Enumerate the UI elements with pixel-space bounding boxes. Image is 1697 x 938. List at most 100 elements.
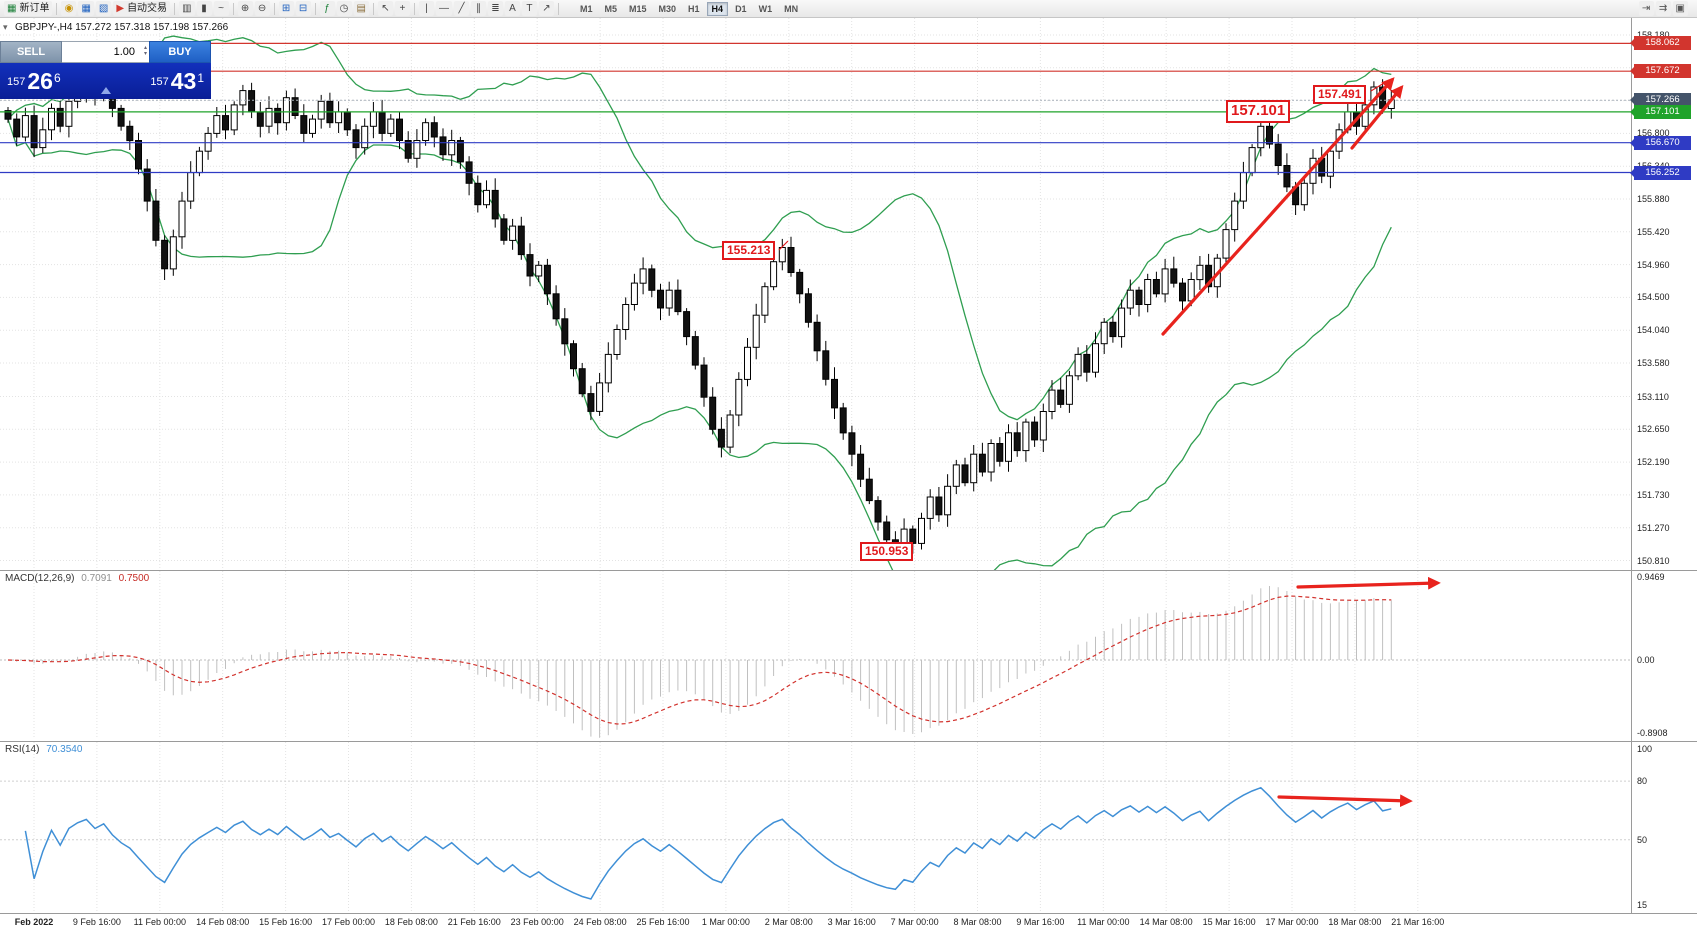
fibonacci-icon[interactable]: ≣ xyxy=(487,1,503,16)
chart-candles-icon[interactable]: ▮ xyxy=(196,1,212,16)
price-tag: 156.252 xyxy=(1630,165,1691,180)
auto-trading-button[interactable]: ▶ 自动交易 xyxy=(113,1,171,16)
toolbar-right-items: ⇥ ⇉ ▣ xyxy=(1638,0,1689,17)
timeframe-m30[interactable]: M30 xyxy=(654,2,682,16)
time-axis-label: 3 Mar 16:00 xyxy=(827,917,876,927)
chart-shift-icon[interactable]: ⇥ xyxy=(1638,1,1654,16)
timeframe-m1[interactable]: M1 xyxy=(575,2,598,16)
cursor-icon: ↖ xyxy=(381,2,390,14)
time-axis-label: 9 Feb 16:00 xyxy=(72,917,121,927)
buy-button[interactable]: BUY xyxy=(149,41,211,63)
cursor-icon[interactable]: ↖ xyxy=(377,1,393,16)
price-axis-tick: 152.650 xyxy=(1637,424,1670,435)
volume-value: 1.00 xyxy=(113,46,135,58)
timeframe-d1[interactable]: D1 xyxy=(730,2,752,16)
price-axis-tick: 153.580 xyxy=(1637,358,1670,368)
zoom-out-icon[interactable]: ⊖ xyxy=(254,1,270,16)
toolbar-separator xyxy=(557,2,559,15)
sell-price[interactable]: 157 26 6 xyxy=(7,67,61,94)
time-axis-label: 1 Mar 00:00 xyxy=(701,917,750,927)
arrows-tool-icon: ↗ xyxy=(542,2,551,14)
macd-name: MACD(12,26,9) xyxy=(5,573,75,584)
channel-icon: ∥ xyxy=(475,2,481,14)
rsi-name: RSI(14) xyxy=(5,744,40,755)
horizontal-line-icon: — xyxy=(438,2,449,14)
price-annotation[interactable]: 150.953 xyxy=(860,542,914,562)
price-axis-tick: 155.880 xyxy=(1637,194,1670,204)
channel-icon[interactable]: ∥ xyxy=(470,1,486,16)
spinner-up-icon[interactable]: ▴ xyxy=(143,45,147,51)
new-order-button[interactable]: ▦ 新订单 xyxy=(4,1,53,16)
crosshair-icon[interactable]: + xyxy=(394,1,410,16)
trend-arrows[interactable] xyxy=(1161,77,1441,808)
new-window-icon[interactable]: ▣ xyxy=(1672,1,1688,16)
tile-windows-icon: ⊞ xyxy=(281,2,291,14)
rsi-axis-label: 50 xyxy=(1637,834,1648,845)
new-order-button: ▦ xyxy=(7,2,17,14)
indicators-icon: ƒ xyxy=(324,2,330,14)
zoom-in-icon[interactable]: ⊕ xyxy=(237,1,253,16)
one-click-toggle-icon[interactable]: ▾ xyxy=(3,22,8,32)
buy-price-prefix: 157 xyxy=(150,76,169,89)
macd-main-value: 0.7091 xyxy=(81,573,112,584)
horizontal-line-icon[interactable]: — xyxy=(435,1,452,16)
price-axis-tick: 152.190 xyxy=(1637,457,1670,468)
chart-line-icon[interactable]: ~ xyxy=(213,1,229,16)
price-annotation[interactable]: 155.213 xyxy=(722,241,776,261)
macd-signal-line xyxy=(7,595,1392,725)
time-axis-label: 14 Mar 08:00 xyxy=(1139,917,1193,927)
candles[interactable] xyxy=(4,76,1395,560)
profiles-icon[interactable]: ▧ xyxy=(95,1,112,16)
toolbar-items: ▦ 新订单 ◉ ▦ ▧ ▶ 自动交易 ▥ ▮ ~ ⊕ ⊖ ⊞ ⊟ ƒ ◷ ▤ ↖ + | — ╱ ∥ ≣ A T ↗ xyxy=(3,0,562,17)
timeframe-w1[interactable]: W1 xyxy=(754,2,778,16)
price-axis-tick: 153.110 xyxy=(1637,391,1669,402)
sell-price-sup: 6 xyxy=(53,70,61,85)
time-axis-label: 18 Feb 08:00 xyxy=(384,917,438,927)
periods-icon[interactable]: ◷ xyxy=(336,1,352,16)
time-axis-label: 21 Mar 16:00 xyxy=(1391,917,1445,927)
horizontal-lines[interactable] xyxy=(0,42,1631,174)
vertical-line-icon: | xyxy=(425,2,428,14)
time-axis-label: Feb 2022 xyxy=(14,917,54,927)
tile-windows-icon[interactable]: ⊞ xyxy=(278,1,294,16)
spinner-down-icon[interactable]: ▾ xyxy=(143,51,147,57)
alarm-icon[interactable]: ◉ xyxy=(61,1,77,16)
buy-price[interactable]: 157 43 1 xyxy=(150,69,204,92)
templates-icon[interactable]: ▤ xyxy=(353,1,369,16)
volume-spinner[interactable]: ▴ ▾ xyxy=(144,45,147,57)
price-axis-tick: 150.810 xyxy=(1637,555,1670,566)
timeframe-h4[interactable]: H4 xyxy=(706,1,729,16)
vertical-line-icon[interactable]: | xyxy=(418,1,434,16)
sell-price-big: 26 xyxy=(27,67,53,94)
arrows-tool-icon[interactable]: ↗ xyxy=(538,1,554,16)
sell-button[interactable]: SELL xyxy=(0,41,62,63)
rsi-axis-label: 15 xyxy=(1637,900,1648,910)
cascade-windows-icon[interactable]: ⊟ xyxy=(295,1,311,16)
auto-scroll-icon[interactable]: ⇉ xyxy=(1655,1,1671,16)
trendline-icon[interactable]: ╱ xyxy=(453,1,469,16)
timeframe-m15[interactable]: M15 xyxy=(624,2,652,16)
timeframe-m5[interactable]: M5 xyxy=(599,2,622,16)
timeframe-mn[interactable]: MN xyxy=(779,2,803,16)
timeframe-h1[interactable]: H1 xyxy=(683,2,705,16)
rsi-panel-separator[interactable] xyxy=(0,741,1697,742)
price-annotation[interactable]: 157.101 xyxy=(1226,99,1291,123)
price-annotation[interactable]: 157.491 xyxy=(1313,84,1367,104)
macd-panel-separator[interactable] xyxy=(0,570,1697,571)
new-order-button-label: 新订单 xyxy=(19,2,50,14)
toolbar-separator xyxy=(56,2,58,15)
rsi-axis-label: 100 xyxy=(1637,744,1653,754)
macd-histogram xyxy=(0,586,1631,738)
indicators-icon[interactable]: ƒ xyxy=(319,1,335,16)
text-icon[interactable]: A xyxy=(504,1,520,16)
grid-lines xyxy=(0,18,1631,912)
auto-trading-button: ▶ xyxy=(116,2,125,14)
toolbar-separator xyxy=(372,2,374,15)
chart-bars-icon[interactable]: ▥ xyxy=(179,1,195,16)
volume-input[interactable]: 1.00 ▴ ▾ xyxy=(62,41,149,63)
open-chart-icon[interactable]: ▦ xyxy=(78,1,94,16)
label-icon[interactable]: T xyxy=(521,1,537,16)
time-axis-label: 8 Mar 08:00 xyxy=(953,917,1002,927)
price-axis-tick: 154.960 xyxy=(1637,259,1670,270)
